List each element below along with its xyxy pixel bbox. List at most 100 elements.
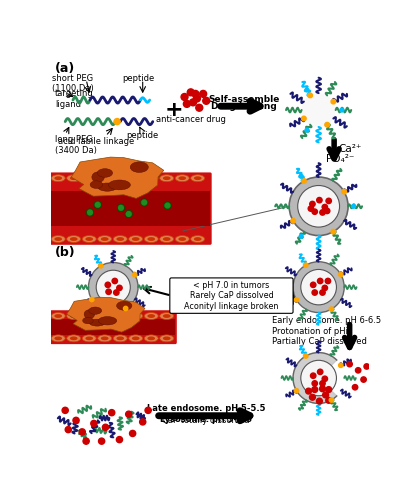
Ellipse shape <box>162 314 170 318</box>
Circle shape <box>321 376 327 382</box>
Ellipse shape <box>101 237 108 241</box>
Ellipse shape <box>116 336 124 340</box>
Ellipse shape <box>175 236 189 242</box>
Circle shape <box>94 201 101 208</box>
Text: < pH 7.0 in tumors
Rarely CaP dissolved
Aconityl linkage broken: < pH 7.0 in tumors Rarely CaP dissolved … <box>184 280 278 310</box>
Circle shape <box>117 285 122 290</box>
Circle shape <box>191 90 198 98</box>
Circle shape <box>301 93 335 127</box>
Ellipse shape <box>92 172 104 182</box>
Ellipse shape <box>85 336 93 340</box>
Ellipse shape <box>193 237 201 241</box>
Ellipse shape <box>89 319 105 326</box>
Circle shape <box>193 95 200 102</box>
Ellipse shape <box>97 168 112 177</box>
Circle shape <box>189 99 196 106</box>
Circle shape <box>351 384 357 390</box>
Circle shape <box>328 307 333 312</box>
Text: short PEG
(1100 Da): short PEG (1100 Da) <box>52 74 94 94</box>
Circle shape <box>117 204 125 212</box>
Circle shape <box>108 410 115 416</box>
Circle shape <box>319 290 324 295</box>
Circle shape <box>99 264 103 268</box>
Circle shape <box>112 278 117 283</box>
Text: anti-cancer drug: anti-cancer drug <box>155 116 225 124</box>
Ellipse shape <box>54 237 62 241</box>
Ellipse shape <box>132 237 139 241</box>
Ellipse shape <box>116 176 124 180</box>
Ellipse shape <box>160 335 173 342</box>
Circle shape <box>304 88 308 92</box>
Ellipse shape <box>132 176 139 180</box>
Circle shape <box>123 306 128 310</box>
Ellipse shape <box>67 335 81 342</box>
Ellipse shape <box>51 236 65 242</box>
Ellipse shape <box>97 174 111 182</box>
Circle shape <box>183 100 190 107</box>
Circle shape <box>181 94 188 100</box>
Ellipse shape <box>147 314 155 318</box>
Ellipse shape <box>101 176 108 180</box>
Circle shape <box>321 285 327 290</box>
Circle shape <box>290 218 295 223</box>
Ellipse shape <box>128 174 142 182</box>
Ellipse shape <box>175 174 189 182</box>
Text: CaP totally dissolved: CaP totally dissolved <box>162 416 249 424</box>
Ellipse shape <box>144 236 158 242</box>
Circle shape <box>360 377 365 382</box>
Text: targeting
ligand: targeting ligand <box>55 90 94 108</box>
Circle shape <box>86 208 94 216</box>
Ellipse shape <box>70 336 77 340</box>
Ellipse shape <box>116 237 124 241</box>
FancyBboxPatch shape <box>49 172 211 245</box>
Circle shape <box>90 298 94 302</box>
Circle shape <box>351 204 355 208</box>
Circle shape <box>96 270 130 304</box>
Circle shape <box>300 270 336 305</box>
Ellipse shape <box>113 174 127 182</box>
Circle shape <box>324 122 329 127</box>
Text: peptide: peptide <box>121 74 154 83</box>
Text: +: + <box>164 100 182 120</box>
Circle shape <box>328 398 333 402</box>
Ellipse shape <box>54 314 62 318</box>
FancyBboxPatch shape <box>169 278 292 314</box>
Circle shape <box>301 178 306 184</box>
Circle shape <box>363 364 369 369</box>
Circle shape <box>311 290 317 295</box>
Ellipse shape <box>85 237 93 241</box>
Circle shape <box>339 108 343 112</box>
Bar <box>51 192 210 226</box>
Circle shape <box>125 411 132 418</box>
Circle shape <box>202 98 209 104</box>
Circle shape <box>163 202 171 209</box>
Circle shape <box>303 263 307 268</box>
Ellipse shape <box>190 236 204 242</box>
Circle shape <box>105 282 110 288</box>
Ellipse shape <box>85 176 93 180</box>
Circle shape <box>310 282 315 288</box>
Circle shape <box>304 128 308 132</box>
Circle shape <box>307 93 312 98</box>
Circle shape <box>90 420 97 426</box>
Circle shape <box>88 210 92 215</box>
Circle shape <box>102 424 108 430</box>
Circle shape <box>140 198 148 206</box>
Circle shape <box>294 298 298 302</box>
Ellipse shape <box>54 176 62 180</box>
Circle shape <box>73 418 79 424</box>
Ellipse shape <box>97 335 111 342</box>
Polygon shape <box>292 352 336 404</box>
Ellipse shape <box>51 312 65 320</box>
Circle shape <box>317 278 322 283</box>
Ellipse shape <box>147 237 155 241</box>
Ellipse shape <box>147 336 155 340</box>
Ellipse shape <box>83 318 93 324</box>
Circle shape <box>199 90 206 98</box>
Circle shape <box>125 210 132 218</box>
Circle shape <box>132 272 137 277</box>
Ellipse shape <box>82 335 96 342</box>
Ellipse shape <box>116 301 132 310</box>
Circle shape <box>319 210 324 215</box>
Ellipse shape <box>51 335 65 342</box>
